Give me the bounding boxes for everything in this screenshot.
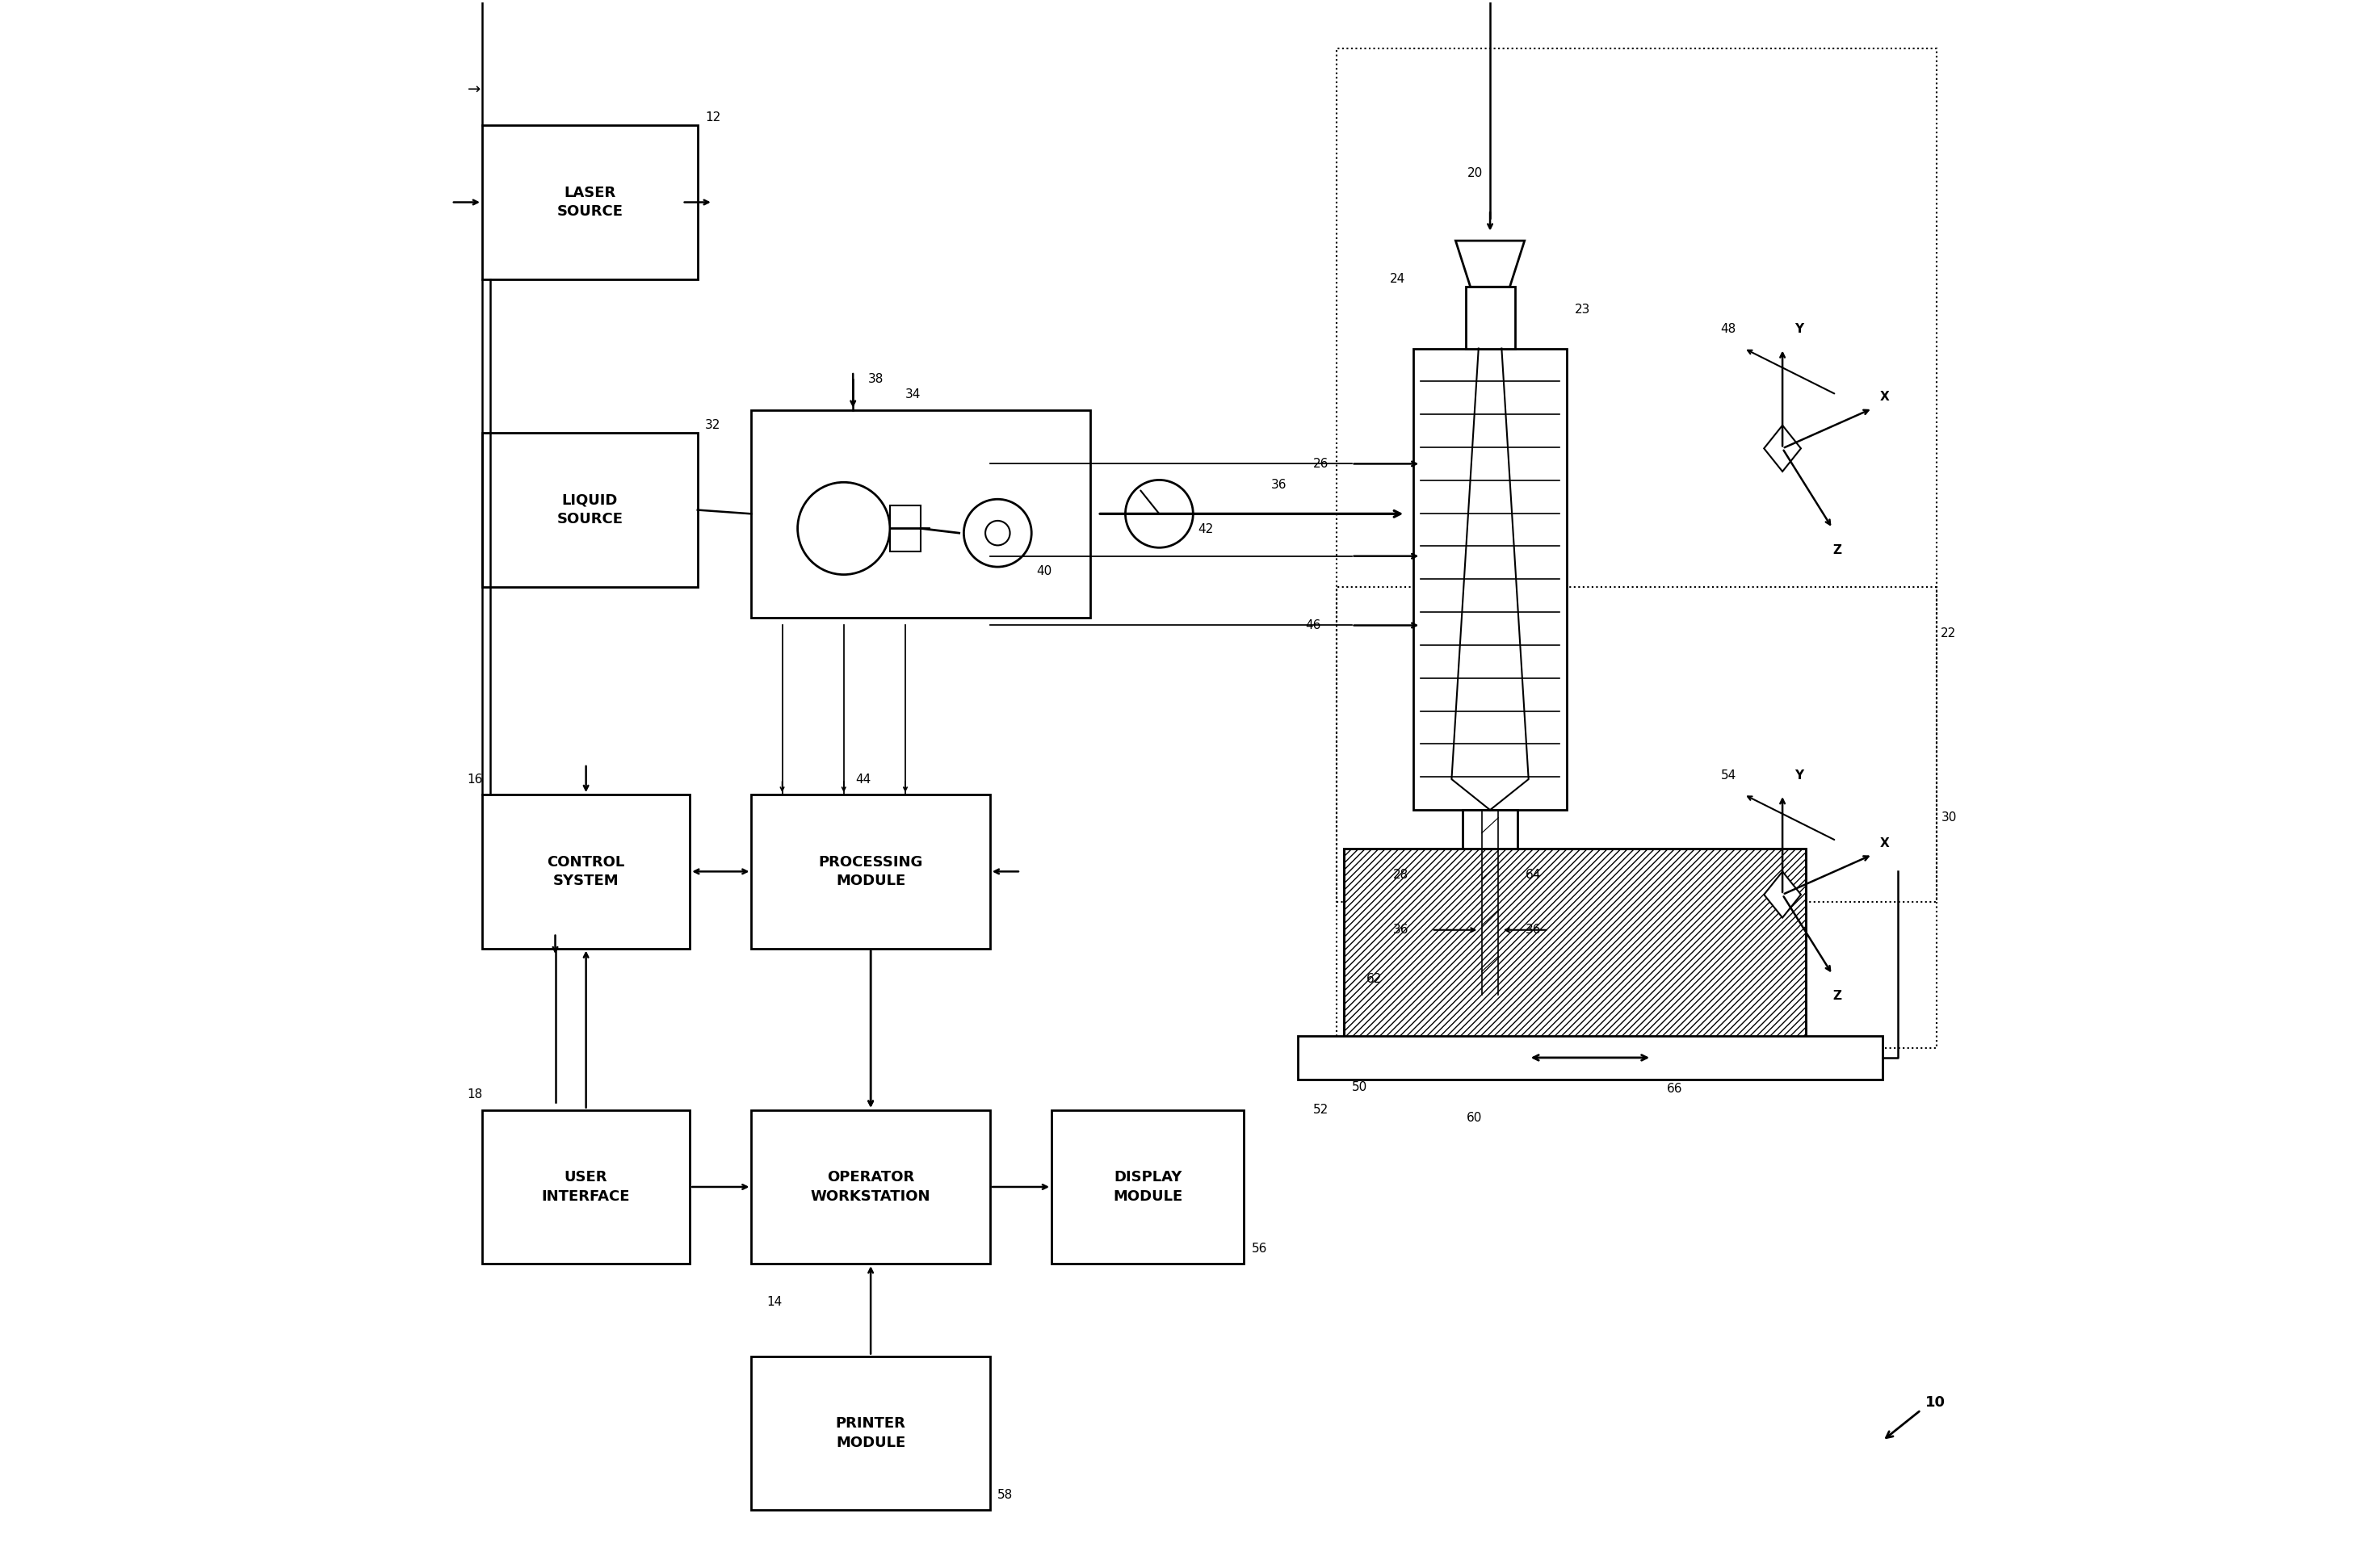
Bar [752,795,990,949]
Text: Y: Y [1795,324,1804,335]
Text: 60: 60 [1466,1111,1483,1123]
Polygon shape [1764,872,1802,918]
Text: X: X [1880,390,1890,403]
Bar [483,1109,690,1264]
Text: 22: 22 [1942,626,1956,639]
Text: 16: 16 [466,773,483,785]
Text: 66: 66 [1666,1082,1683,1094]
Text: 64: 64 [1526,869,1542,881]
Bar [1466,287,1514,349]
Text: →: → [469,82,481,97]
Polygon shape [1457,241,1526,287]
Text: 44: 44 [854,773,871,785]
Text: 62: 62 [1366,974,1383,986]
Text: Y: Y [1795,770,1804,782]
Bar [890,506,921,551]
Bar [752,410,1090,617]
Text: 50: 50 [1352,1080,1366,1092]
Text: 40: 40 [1035,565,1052,577]
Text: 24: 24 [1390,273,1407,285]
Bar [1345,849,1806,1048]
Bar [483,434,697,586]
Text: 10: 10 [1925,1395,1947,1410]
Text: 28: 28 [1392,869,1409,881]
Text: 54: 54 [1721,770,1737,782]
Text: 36: 36 [1271,478,1285,491]
Text: 36: 36 [1392,924,1409,937]
Bar [483,795,690,949]
Text: 58: 58 [997,1489,1014,1501]
Text: CONTROL
SYSTEM: CONTROL SYSTEM [547,855,626,889]
Bar [1345,849,1806,1048]
Text: 23: 23 [1576,304,1590,316]
Bar [1297,1035,1883,1079]
Text: 30: 30 [1942,812,1956,824]
Text: 52: 52 [1314,1103,1328,1116]
Text: Z: Z [1833,991,1842,1003]
Text: 34: 34 [904,389,921,401]
Text: PROCESSING
MODULE: PROCESSING MODULE [819,855,923,889]
Bar [1052,1109,1245,1264]
Text: 42: 42 [1197,523,1214,535]
Text: 56: 56 [1252,1242,1266,1254]
Bar [483,125,697,279]
Bar [752,1109,990,1264]
Bar [752,1356,990,1511]
Text: 38: 38 [869,373,883,386]
Text: 20: 20 [1466,167,1483,179]
Text: OPERATOR
WORKSTATION: OPERATOR WORKSTATION [812,1170,931,1204]
Text: 46: 46 [1304,619,1321,631]
Text: PRINTER
MODULE: PRINTER MODULE [835,1416,907,1450]
Text: X: X [1880,838,1890,849]
Text: 32: 32 [704,420,721,432]
Text: 14: 14 [766,1296,783,1308]
Bar [1414,349,1566,810]
Text: LASER
SOURCE: LASER SOURCE [557,185,624,219]
Text: LIQUID
SOURCE: LIQUID SOURCE [557,494,624,526]
Bar [1461,810,1518,995]
Text: 36: 36 [1526,924,1542,937]
Text: Z: Z [1833,545,1842,555]
Text: USER
INTERFACE: USER INTERFACE [543,1170,631,1204]
Text: DISPLAY
MODULE: DISPLAY MODULE [1114,1170,1183,1204]
Text: 26: 26 [1314,458,1328,471]
Bar [1335,48,1937,903]
Bar [1335,586,1937,1048]
Text: 12: 12 [704,111,721,123]
Text: 18: 18 [466,1088,483,1100]
Text: 48: 48 [1721,324,1737,335]
Polygon shape [1764,426,1802,472]
